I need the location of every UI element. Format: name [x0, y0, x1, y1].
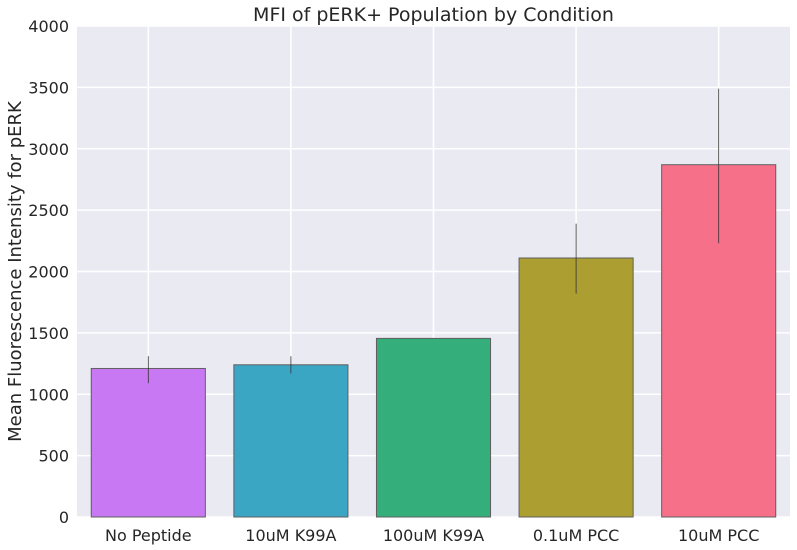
bar-10um-k99a [233, 364, 349, 518]
y-tick-label: 2000 [28, 263, 69, 282]
y-tick-label: 1000 [28, 385, 69, 404]
y-tick-label: 1500 [28, 324, 69, 343]
error-bars [147, 88, 720, 384]
y-tick-label: 3000 [28, 140, 69, 159]
y-tick-label: 2500 [28, 201, 69, 220]
bar-0-1um-pcc [518, 257, 634, 518]
x-tick-label: No Peptide [105, 526, 192, 545]
x-tick-label: 100uM K99A [383, 526, 484, 545]
x-tick-label: 10uM K99A [245, 526, 336, 545]
y-tick-labels: 0 500 1000 1500 2000 2500 3000 3500 4000 [28, 17, 69, 527]
bar-100um-k99a [375, 337, 492, 518]
y-tick-label: 4000 [28, 17, 69, 36]
x-tick-label: 10uM PCC [678, 526, 759, 545]
x-tick-labels: No Peptide 10uM K99A 100uM K99A 0.1uM PCC 10… [105, 526, 759, 545]
x-tick-label: 0.1uM PCC [533, 526, 619, 545]
y-tick-label: 3500 [28, 78, 69, 97]
y-axis-label: Mean Fluorescence Intensity for pERK [5, 100, 26, 442]
y-tick-label: 0 [59, 508, 69, 527]
y-tick-label: 500 [38, 447, 69, 466]
bar-no-peptide [90, 367, 206, 518]
bars [90, 164, 777, 518]
chart-title: MFI of pERK+ Population by Condition [253, 4, 614, 26]
